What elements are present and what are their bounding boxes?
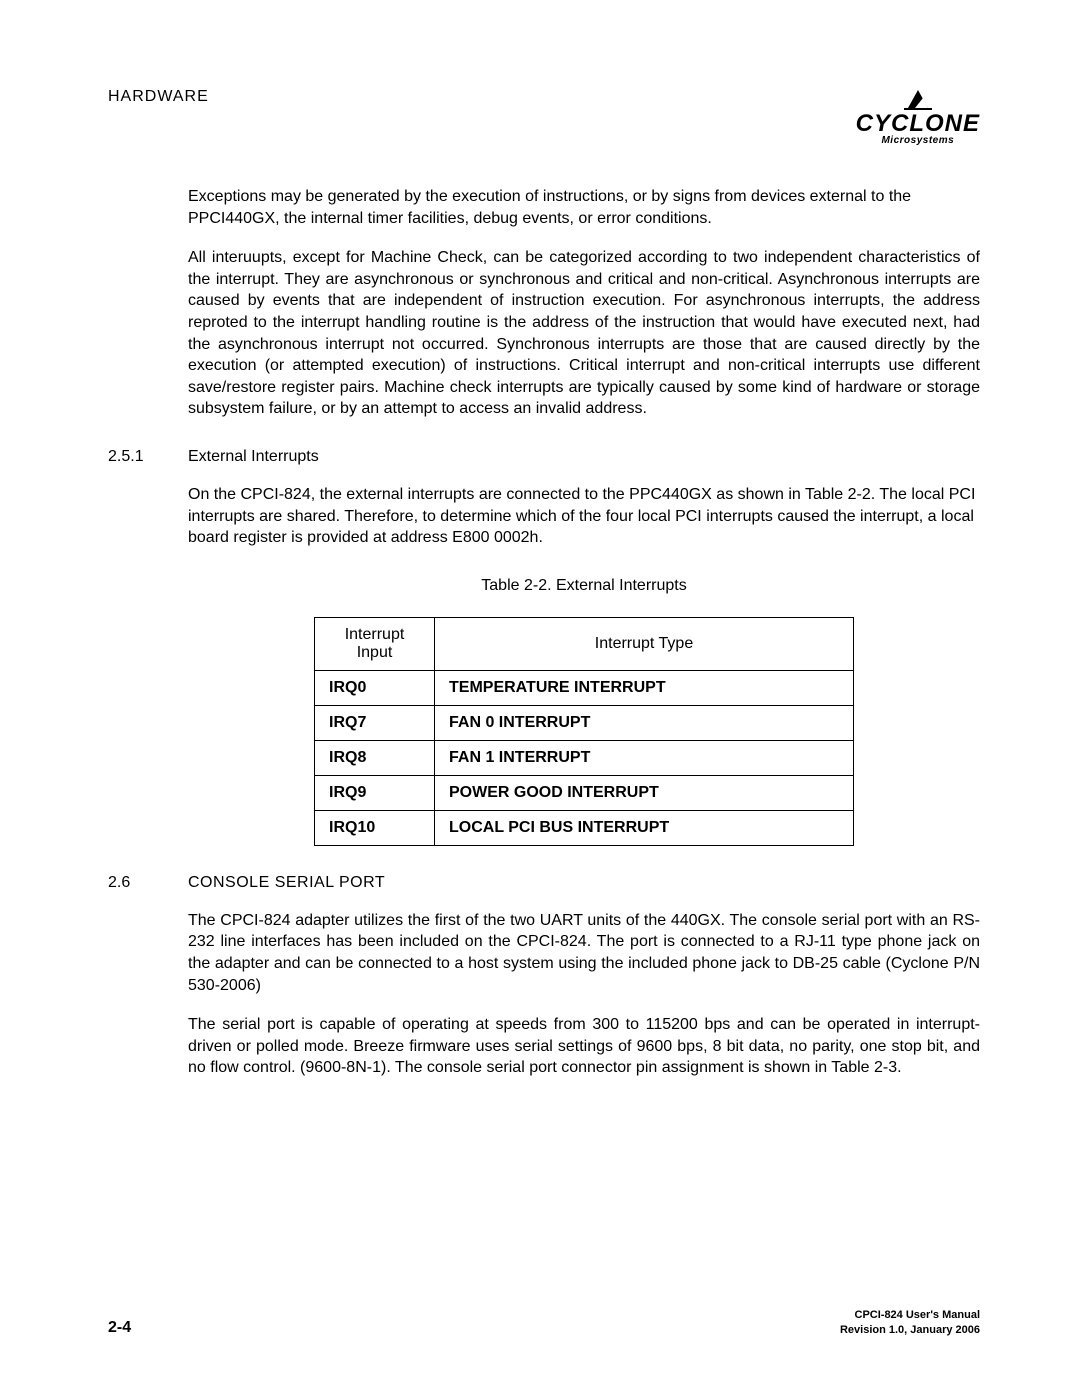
section-title: External Interrupts	[188, 448, 319, 466]
section-heading: 2.5.1 External Interrupts	[108, 448, 980, 466]
table-cell: FAN 1 INTERRUPT	[435, 740, 854, 775]
logo-sub: Microsystems	[881, 135, 954, 146]
table-cell: IRQ9	[315, 775, 435, 810]
table-header-cell: Interrupt Type	[435, 617, 854, 670]
logo: CYCLONE Microsystems	[856, 88, 980, 146]
table-header-cell: Interrupt Input	[315, 617, 435, 670]
paragraph: All interuupts, except for Machine Check…	[188, 247, 980, 420]
table-cell: LOCAL PCI BUS INTERRUPT	[435, 810, 854, 845]
table-cell: IRQ7	[315, 705, 435, 740]
paragraph: Exceptions may be generated by the execu…	[188, 186, 980, 229]
table-header-row: Interrupt Input Interrupt Type	[315, 617, 854, 670]
section-number: 2.6	[108, 874, 188, 892]
footer: 2-4 CPCI-824 User's Manual Revision 1.0,…	[108, 1308, 980, 1337]
table-row: IRQ8 FAN 1 INTERRUPT	[315, 740, 854, 775]
footer-manual-title: CPCI-824 User's Manual	[840, 1308, 980, 1322]
table-cell: TEMPERATURE INTERRUPT	[435, 670, 854, 705]
header-label: HARDWARE	[108, 88, 209, 106]
body-column: Exceptions may be generated by the execu…	[188, 186, 980, 420]
page: HARDWARE CYCLONE Microsystems Exceptions…	[0, 0, 1080, 1397]
logo-name: CYCLONE	[856, 112, 980, 136]
paragraph: On the CPCI-824, the external interrupts…	[188, 484, 980, 549]
table-cell: IRQ0	[315, 670, 435, 705]
table-row: IRQ9 POWER GOOD INTERRUPT	[315, 775, 854, 810]
section-heading: 2.6 CONSOLE SERIAL PORT	[108, 874, 980, 892]
table-row: IRQ10 LOCAL PCI BUS INTERRUPT	[315, 810, 854, 845]
header-row: HARDWARE CYCLONE Microsystems	[108, 88, 980, 146]
paragraph: The serial port is capable of operating …	[188, 1014, 980, 1079]
section-title: CONSOLE SERIAL PORT	[188, 874, 385, 892]
table-row: IRQ0 TEMPERATURE INTERRUPT	[315, 670, 854, 705]
body-column: On the CPCI-824, the external interrupts…	[188, 484, 980, 846]
table-cell: FAN 0 INTERRUPT	[435, 705, 854, 740]
footer-revision: Revision 1.0, January 2006	[840, 1323, 980, 1337]
body-column: The CPCI-824 adapter utilizes the first …	[188, 910, 980, 1079]
table-cell: POWER GOOD INTERRUPT	[435, 775, 854, 810]
page-number: 2-4	[108, 1319, 131, 1337]
section-number: 2.5.1	[108, 448, 188, 466]
table-cell: IRQ8	[315, 740, 435, 775]
table-caption: Table 2-2. External Interrupts	[188, 577, 980, 595]
paragraph: The CPCI-824 adapter utilizes the first …	[188, 910, 980, 996]
table-cell: IRQ10	[315, 810, 435, 845]
footer-right: CPCI-824 User's Manual Revision 1.0, Jan…	[840, 1308, 980, 1337]
table-row: IRQ7 FAN 0 INTERRUPT	[315, 705, 854, 740]
interrupts-table: Interrupt Input Interrupt Type IRQ0 TEMP…	[314, 617, 854, 846]
logo-icon	[904, 88, 932, 110]
